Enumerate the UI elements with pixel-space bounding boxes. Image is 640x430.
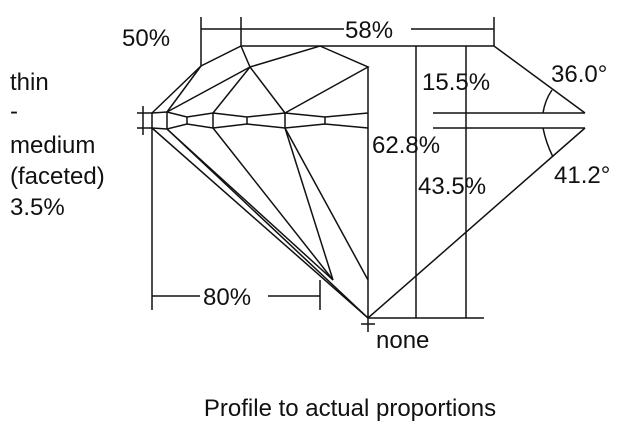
diamond-outline (151, 45, 586, 319)
total-depth-label: 62.8% (372, 132, 440, 159)
girdle-label-line: - (10, 98, 18, 125)
girdle (137, 106, 369, 135)
pavilion-angle-label: 41.2° (554, 162, 610, 189)
girdle-label: thin - medium (faceted) 3.5% (10, 69, 105, 221)
crown-facets (166, 45, 370, 114)
dimension-lines (151, 17, 585, 332)
table-label: 58% (345, 17, 393, 44)
girdle-label-line: thin (10, 69, 49, 96)
caption: Profile to actual proportions (204, 395, 496, 422)
girdle-label-line: (faceted) (10, 163, 105, 190)
girdle-label-line: 3.5% (10, 194, 65, 221)
culet-label: none (376, 327, 429, 354)
pavilion-depth-label: 43.5% (418, 173, 486, 200)
girdle-label-line: medium (10, 132, 95, 159)
crown-angle-label: 36.0° (551, 61, 607, 88)
lower-half-label: 80% (203, 284, 251, 311)
crown-height-label: 15.5% (422, 69, 490, 96)
pavilion-facets (166, 127, 369, 319)
crown-star-label: 50% (122, 25, 170, 52)
